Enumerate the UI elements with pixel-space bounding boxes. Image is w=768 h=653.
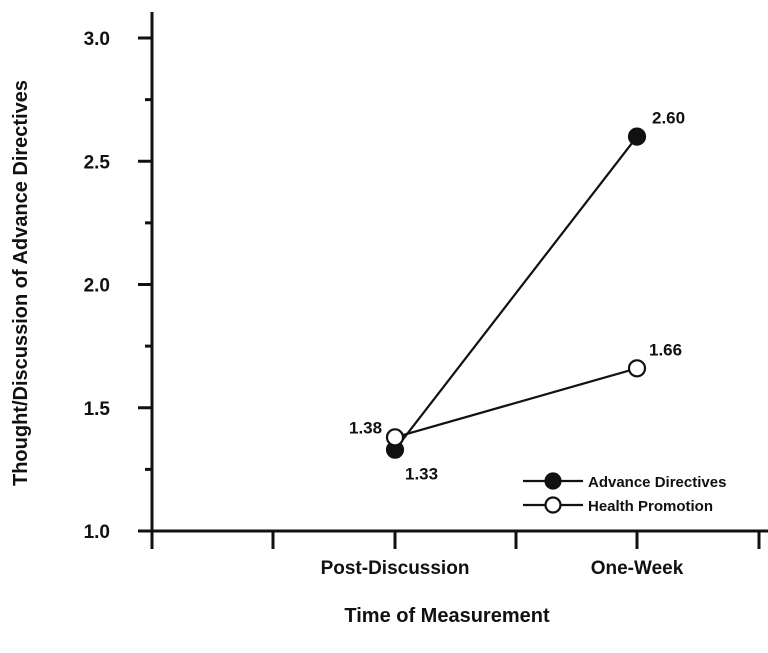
open-marker xyxy=(627,359,647,378)
data-label: 1.33 xyxy=(405,465,438,484)
y-axis-title: Thought/Discussion of Advance Directives xyxy=(10,80,32,486)
data-label: 2.60 xyxy=(652,109,685,128)
y-axis-ticks: 1.0 1.5 2.0 2.5 3.0 xyxy=(84,29,152,543)
y-tick-label: 2.5 xyxy=(84,152,111,173)
series-line xyxy=(394,367,638,439)
x-axis-ticks: Post-Discussion One-Week xyxy=(150,531,761,579)
legend-label: Health Promotion xyxy=(588,498,713,515)
legend-filled-marker xyxy=(544,472,562,490)
series-layer: 1.33 2.60 1.38 1.66 xyxy=(349,109,685,484)
legend-label: Advance Directives xyxy=(588,474,726,491)
series-line xyxy=(394,135,638,451)
x-tick-label: One-Week xyxy=(591,558,684,579)
x-tick-label: Post-Discussion xyxy=(321,558,470,579)
y-tick-label: 2.0 xyxy=(84,276,110,297)
data-label: 1.38 xyxy=(349,418,382,437)
y-tick-label: 3.0 xyxy=(84,29,110,50)
legend: Advance Directives Health Promotion xyxy=(523,472,726,515)
y-tick-label: 1.5 xyxy=(84,399,111,420)
legend-open-marker xyxy=(544,496,562,514)
filled-marker xyxy=(627,127,647,146)
data-label: 1.66 xyxy=(649,340,682,359)
y-tick-label: 1.0 xyxy=(84,522,110,543)
x-axis-title: Time of Measurement xyxy=(344,605,550,627)
open-marker xyxy=(385,428,405,447)
